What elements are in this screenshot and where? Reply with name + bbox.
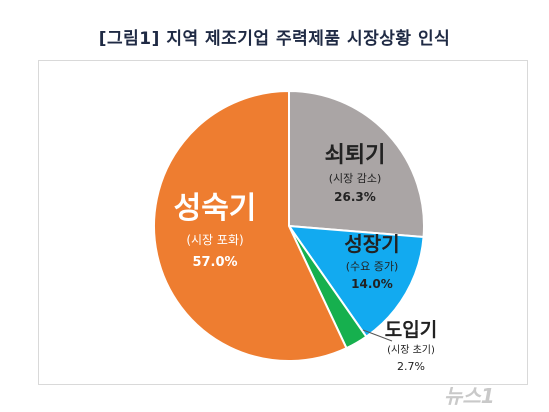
leader-line <box>362 329 393 342</box>
slice-label-0: 쇠퇴기 <box>325 143 386 168</box>
slice-note-2: (시장 초기) <box>387 344 435 356</box>
slice-value-3: 57.0% <box>192 255 237 270</box>
slice-note-3: (시장 포화) <box>186 233 243 247</box>
slice-value-2: 2.7% <box>397 360 425 373</box>
slice-label-1: 성장기 <box>344 232 399 256</box>
chart-frame <box>38 60 528 385</box>
slice-note-1: (수요 증가) <box>346 260 399 273</box>
slice-label-2: 도입기 <box>385 319 437 341</box>
chart-title: [그림1] 지역 제조기업 주력제품 시장상황 인식 <box>98 29 451 49</box>
slice-note-0: (시장 감소) <box>329 172 382 185</box>
watermark-logo: 뉴스1 <box>444 384 495 408</box>
pie-slice-1 <box>286 224 425 339</box>
pie-slice-3 <box>152 89 348 362</box>
slice-value-0: 26.3% <box>334 190 376 204</box>
pie-slice-0 <box>288 89 425 239</box>
slice-value-1: 14.0% <box>351 277 393 291</box>
slice-label-3: 성숙기 <box>174 191 257 226</box>
